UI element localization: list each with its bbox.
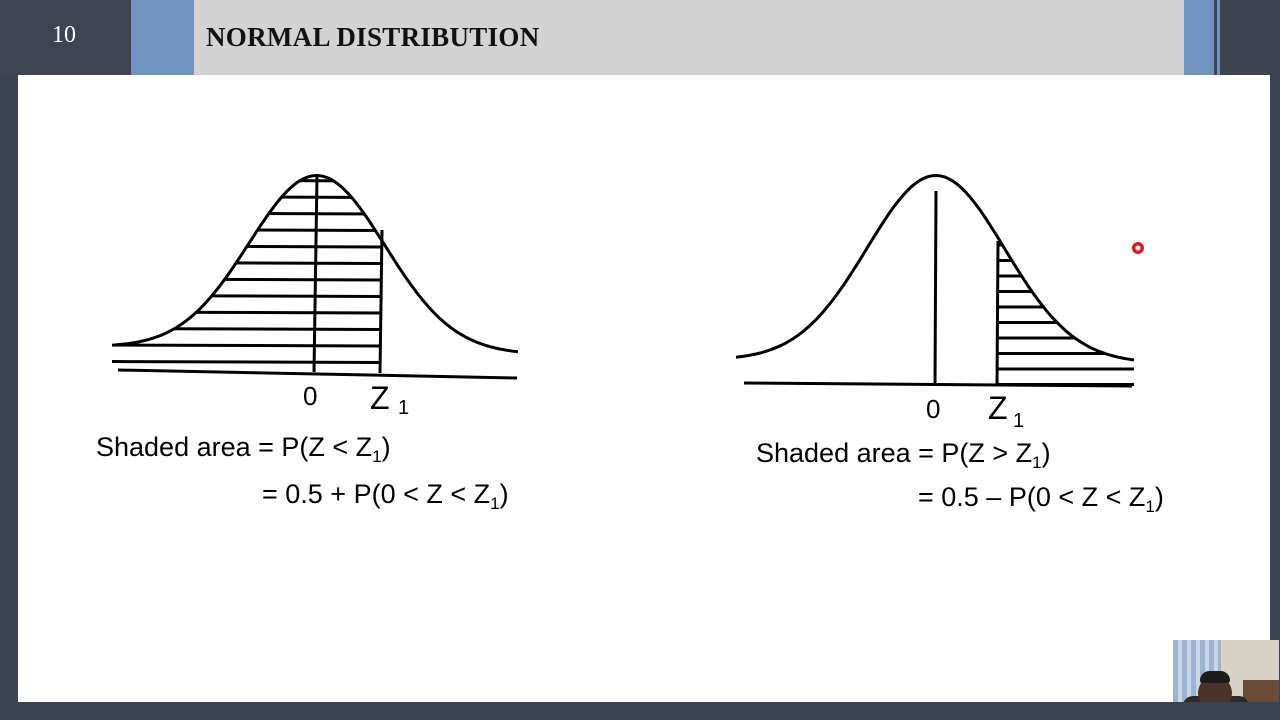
header-accent-left — [131, 0, 194, 75]
left-bell-curve — [111, 173, 519, 354]
left-hatch-line — [112, 327, 381, 331]
slide-number-box: 10 — [0, 0, 128, 75]
left-hatch-line — [112, 277, 381, 282]
frame-right-edge — [1270, 75, 1280, 702]
slide-number: 10 — [52, 22, 76, 48]
left-formula-line-1: Shaded area = P(Z < Z1) — [96, 432, 391, 466]
presenter-webcam-overlay — [1173, 640, 1279, 702]
laser-pointer-dot — [1132, 242, 1144, 254]
left-z-label: Z — [370, 380, 390, 416]
right-mean-line — [933, 190, 938, 386]
left-baseline — [117, 368, 518, 380]
left-hatch-line — [112, 343, 381, 348]
left-normal-curve-diagram: 0 Z 1 — [111, 173, 519, 419]
header-accent-right — [1184, 0, 1214, 75]
left-formula-line-2: = 0.5 + P(0 < Z < Z1) — [262, 479, 509, 513]
left-mean-line — [312, 175, 319, 373]
right-shaded-region — [997, 243, 1134, 386]
slide-body — [18, 75, 1270, 702]
title-band — [194, 0, 1184, 75]
right-z-subscript: 1 — [1013, 410, 1024, 432]
left-hatch-line — [112, 360, 381, 364]
right-z-label: Z — [988, 390, 1008, 426]
left-hatch-line — [112, 211, 381, 216]
right-z1-line — [995, 240, 1000, 386]
left-hatch-line — [112, 178, 381, 183]
right-formula-line-2: = 0.5 – P(0 < Z < Z1) — [918, 482, 1164, 516]
right-bell-curve — [735, 173, 1135, 362]
frame-bottom-edge — [0, 702, 1280, 720]
left-hatch-line — [112, 261, 381, 265]
left-z-subscript: 1 — [398, 397, 409, 419]
right-zero-label: 0 — [926, 394, 940, 424]
right-baseline — [743, 381, 1133, 388]
header-accent-right-thin — [1217, 0, 1220, 75]
left-hatch-line — [112, 310, 381, 315]
left-zero-label: 0 — [303, 381, 317, 411]
slide-title: NORMAL DISTRIBUTION — [206, 22, 540, 52]
left-hatch-line — [112, 195, 381, 199]
webcam-presenter-cap — [1200, 671, 1230, 683]
left-hatch-line — [112, 294, 381, 298]
left-z1-line — [378, 229, 384, 374]
webcam-shelf — [1243, 680, 1279, 702]
left-hatch-line — [112, 228, 381, 232]
right-normal-curve-diagram: 0 Z 1 — [735, 173, 1135, 432]
right-formula-line-1: Shaded area = P(Z > Z1) — [756, 438, 1051, 472]
left-shaded-region — [112, 178, 381, 364]
